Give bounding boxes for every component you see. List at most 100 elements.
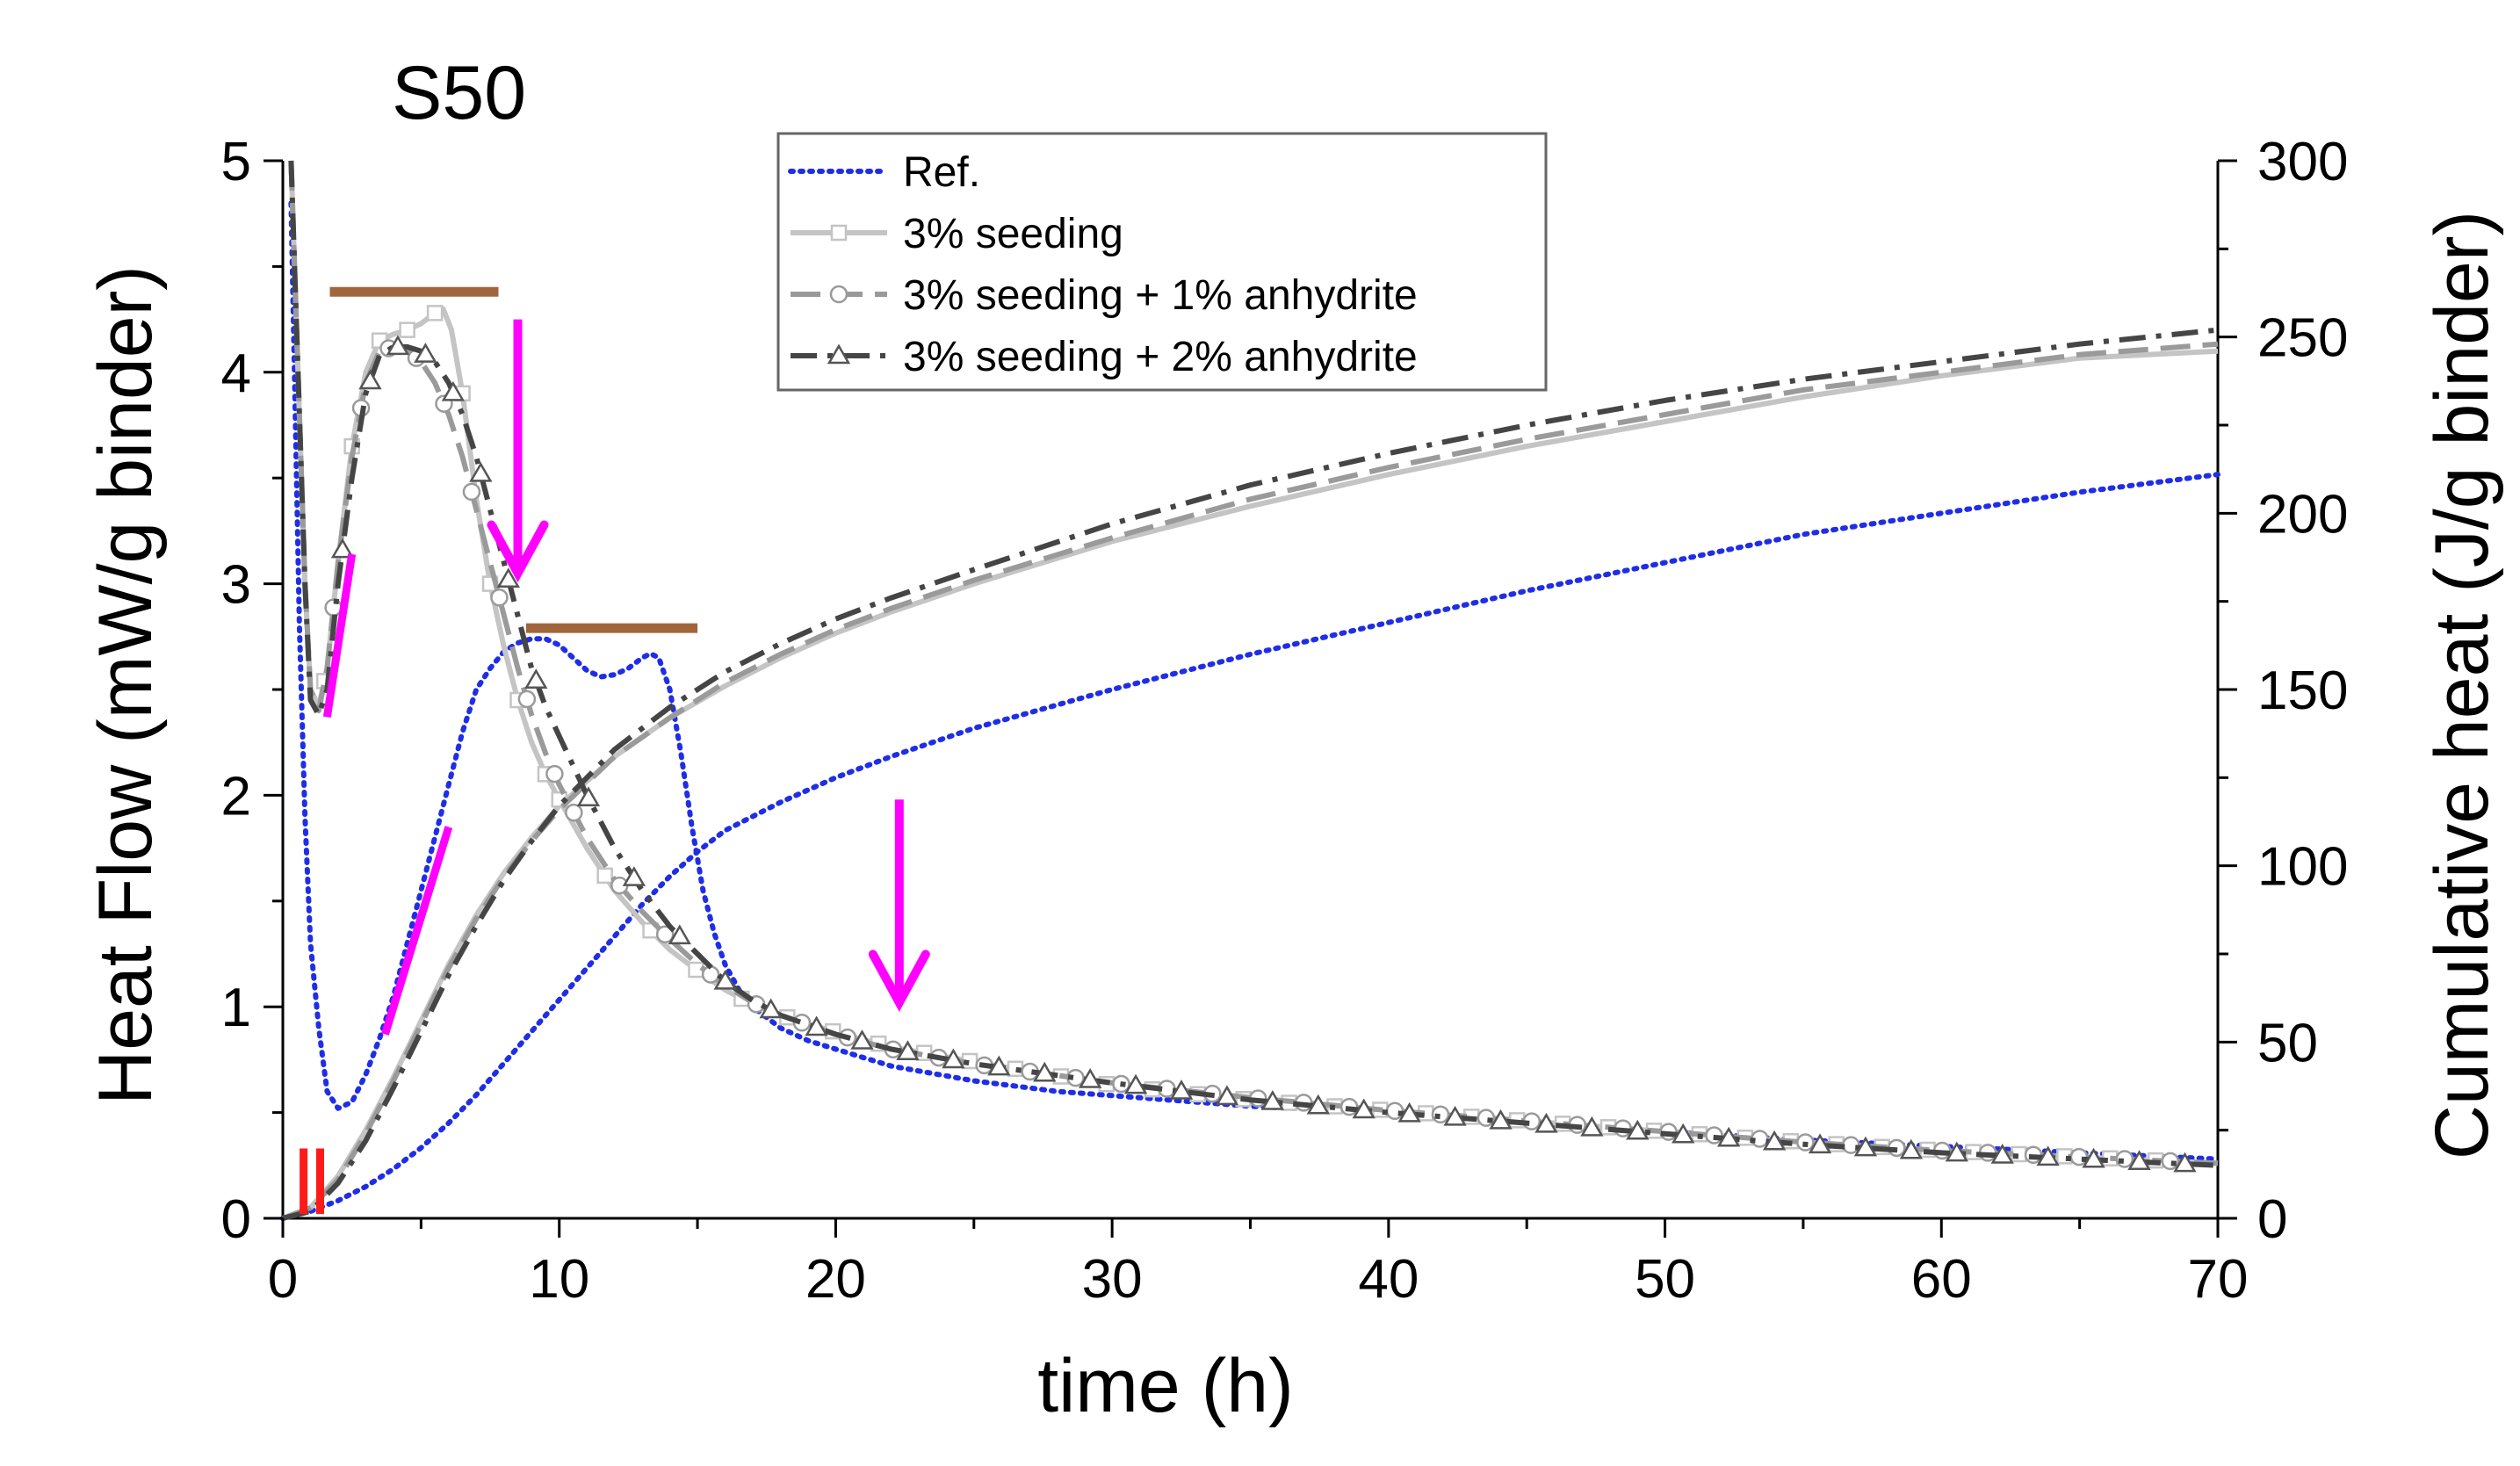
- series-ref-: [280, 200, 2220, 1221]
- series-marker: [1808, 1133, 1832, 1154]
- y2-axis-label: Cumulative heat (J/g binder): [2420, 211, 2504, 1159]
- y2-tick-label: 250: [2257, 308, 2348, 369]
- series-3-seeding-2-anhydrite: [282, 160, 2219, 1221]
- arrow-head: [487, 520, 549, 583]
- legend-label: 3% seeding: [903, 211, 1123, 257]
- series-marker: [713, 969, 737, 990]
- series-marker: [827, 343, 851, 365]
- series-marker: [1352, 1098, 1376, 1119]
- series-marker: [987, 1055, 1011, 1076]
- series-marker: [496, 567, 520, 589]
- series-marker: [1990, 1144, 2014, 1164]
- cumulative-heat-line: [281, 341, 2219, 1221]
- y-tick-label: 0: [221, 1189, 251, 1250]
- y2-tick-label: 200: [2257, 484, 2348, 545]
- series-marker: [1169, 1080, 1194, 1100]
- series-marker: [829, 285, 848, 304]
- series-marker: [545, 764, 564, 784]
- series-marker: [759, 998, 783, 1019]
- x-tick-label: 70: [2188, 1249, 2249, 1310]
- series-marker: [1215, 1085, 1239, 1106]
- series-marker: [1431, 1105, 1450, 1123]
- annotation-layer: [300, 286, 930, 1215]
- series-marker: [942, 1048, 965, 1069]
- series-marker: [2127, 1150, 2151, 1170]
- x-tick-label: 20: [805, 1249, 866, 1310]
- series-marker: [655, 925, 675, 944]
- series-marker: [622, 866, 646, 886]
- legend-item: 3% seeding + 1% anhydrite: [791, 272, 1418, 319]
- series-marker: [1397, 1101, 1421, 1123]
- y2-tick-label: 150: [2257, 661, 2348, 721]
- series-marker: [668, 924, 691, 945]
- series-marker: [1306, 1094, 1330, 1115]
- series-marker: [1489, 1109, 1513, 1130]
- series-marker: [576, 786, 601, 807]
- series-marker: [399, 321, 415, 338]
- series-marker: [896, 1040, 920, 1061]
- series-marker: [565, 803, 583, 822]
- x-tick-label: 50: [1635, 1249, 1695, 1310]
- series-marker: [596, 867, 613, 885]
- legend-item: Ref.: [788, 149, 980, 196]
- y2-tick-label: 50: [2257, 1013, 2318, 1073]
- legend-label: 3% seeding + 1% anhydrite: [903, 272, 1418, 319]
- x-tick-label: 0: [268, 1249, 298, 1310]
- series-marker: [2082, 1147, 2105, 1168]
- series-marker: [850, 1029, 874, 1050]
- x-tick-label: 40: [1358, 1249, 1419, 1310]
- y-tick-label: 1: [221, 978, 251, 1038]
- legend-box: [776, 132, 1548, 392]
- series-marker: [1945, 1141, 1968, 1162]
- y-tick-label: 3: [221, 555, 251, 616]
- series-marker: [414, 343, 437, 363]
- series-marker: [1672, 1123, 1695, 1144]
- series-marker: [1078, 1067, 1102, 1088]
- x-tick-label: 60: [1911, 1249, 1972, 1310]
- magenta-arrow-annotation: [868, 799, 930, 1012]
- legend-label: Ref.: [903, 149, 980, 196]
- heat-flow-line: [288, 200, 2220, 1162]
- series-marker: [517, 690, 537, 709]
- series-marker: [1626, 1119, 1650, 1140]
- series-marker: [462, 482, 481, 502]
- cumulative-heat-line: [282, 327, 2219, 1221]
- x-tick-label: 10: [529, 1249, 589, 1310]
- series-marker: [330, 538, 355, 559]
- series-marker: [1443, 1105, 1467, 1126]
- series-marker: [805, 1015, 828, 1036]
- y-tick-label: 2: [221, 766, 251, 827]
- magenta-arrow-annotation: [487, 319, 549, 583]
- legend-item: 3% seeding: [791, 211, 1123, 257]
- series-marker: [1260, 1089, 1285, 1110]
- series-marker: [1066, 1068, 1085, 1087]
- series-marker: [426, 305, 444, 321]
- series-marker: [2036, 1145, 2060, 1166]
- series-marker: [2173, 1152, 2197, 1173]
- series-marker: [1762, 1130, 1787, 1151]
- y2-tick-label: 300: [2257, 132, 2348, 192]
- y-tick-label: 4: [221, 343, 251, 404]
- legend: Ref. 3% seeding 3% seeding + 1% anhydrite 3…: [776, 132, 1548, 392]
- series-marker: [1899, 1138, 1924, 1159]
- series-marker: [1853, 1136, 1878, 1157]
- series-marker: [386, 335, 410, 356]
- series-layer: [280, 160, 2220, 1221]
- legend-label: 3% seeding + 2% anhydrite: [903, 334, 1418, 380]
- series-marker: [1580, 1116, 1604, 1137]
- magenta-slope-annotation: [322, 553, 357, 718]
- series-marker: [830, 224, 848, 242]
- series-marker: [441, 380, 466, 401]
- series-marker: [469, 461, 493, 482]
- series-marker: [701, 965, 720, 984]
- cumulative-heat-line: [281, 348, 2219, 1221]
- magenta-slope-annotation: [381, 826, 453, 1036]
- cumulative-heat-line: [280, 472, 2220, 1221]
- series-marker: [490, 589, 509, 607]
- legend-item: 3% seeding + 2% anhydrite: [791, 334, 1418, 380]
- y-tick-label: 5: [221, 132, 251, 192]
- series-marker: [524, 668, 548, 690]
- series-marker: [1033, 1061, 1057, 1082]
